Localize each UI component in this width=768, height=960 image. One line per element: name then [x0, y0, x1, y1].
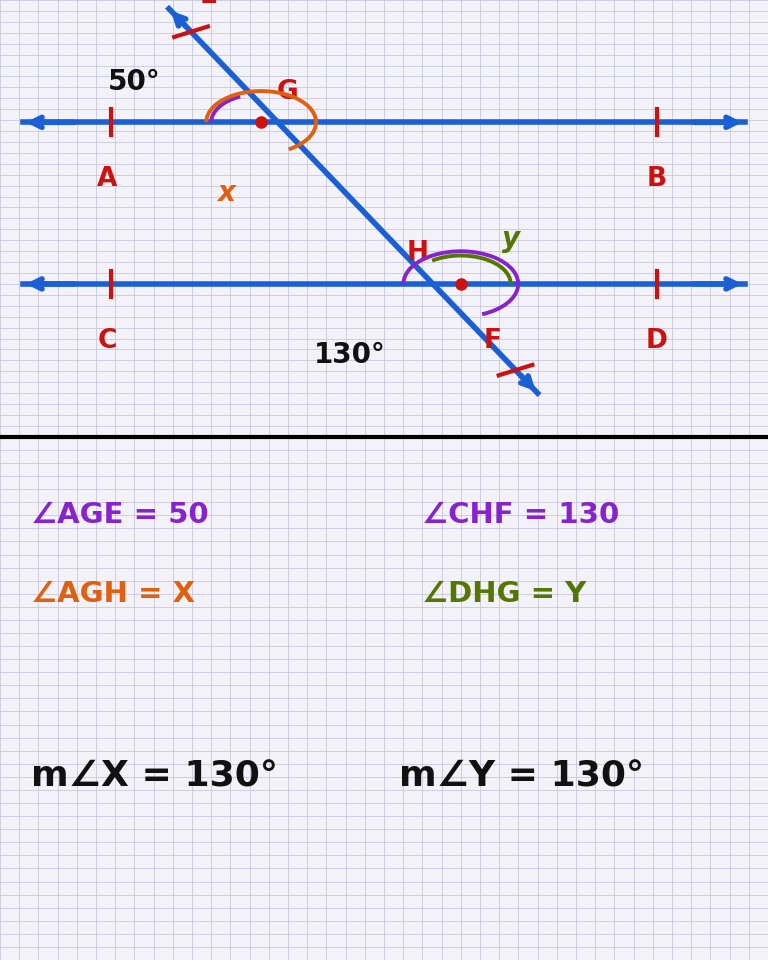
Text: G: G — [276, 79, 298, 105]
Text: B: B — [647, 166, 667, 192]
Text: y: y — [502, 226, 520, 253]
Text: H: H — [407, 240, 429, 267]
Text: ∠AGH = X: ∠AGH = X — [31, 580, 195, 608]
Text: D: D — [646, 327, 667, 353]
Text: ∠AGE = 50: ∠AGE = 50 — [31, 501, 208, 529]
Text: m∠Y = 130°: m∠Y = 130° — [399, 760, 644, 794]
Text: A: A — [98, 166, 118, 192]
Text: 50°: 50° — [108, 68, 161, 96]
Text: ∠CHF = 130: ∠CHF = 130 — [422, 501, 620, 529]
Text: C: C — [98, 327, 118, 353]
Text: x: x — [217, 180, 236, 207]
Text: m∠X = 130°: m∠X = 130° — [31, 760, 277, 794]
Text: F: F — [484, 327, 502, 353]
Text: ∠DHG = Y: ∠DHG = Y — [422, 580, 587, 608]
Text: 130°: 130° — [313, 341, 386, 369]
Text: E: E — [200, 0, 217, 9]
